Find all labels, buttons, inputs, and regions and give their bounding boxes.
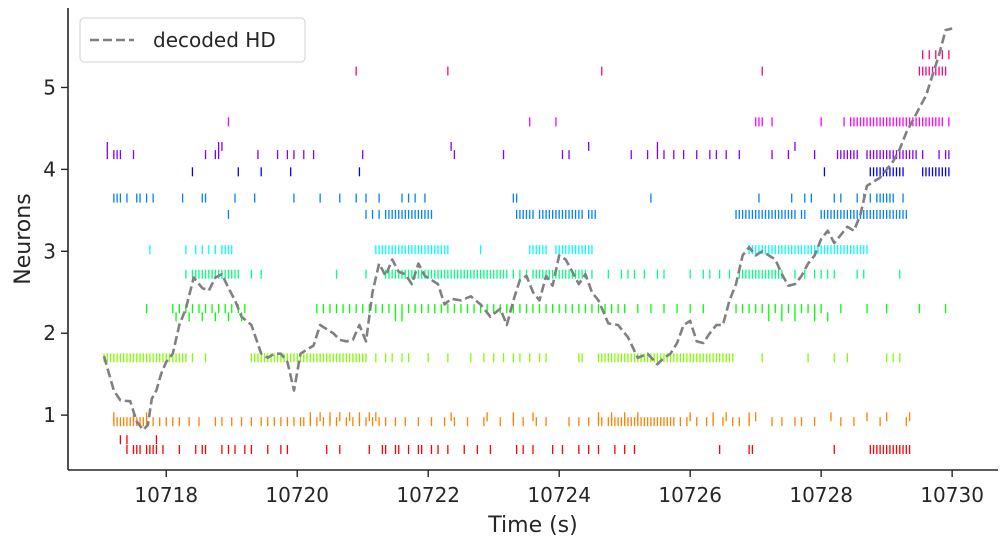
x-tick-label: 10720 (265, 483, 329, 507)
y-axis-title: Neurons (11, 193, 36, 284)
x-tick-label: 10718 (134, 483, 198, 507)
axes: 10718 10720 10722 10724 10726 10728 10730 1 2 3 4… (11, 8, 998, 538)
spike-raster (103, 50, 950, 455)
legend-box (79, 17, 306, 63)
legend: decoded HD (79, 17, 306, 63)
x-tick-label: 10726 (658, 483, 722, 507)
x-tick-label: 10722 (396, 483, 460, 507)
x-tick-label: 10728 (789, 483, 853, 507)
decoded-hd-series (102, 27, 953, 432)
x-ticks: 10718 10720 10722 10724 10726 10728 10730 (134, 470, 984, 507)
x-tick-label: 10730 (920, 483, 984, 507)
y-tick-label: 2 (43, 321, 56, 345)
y-tick-label: 4 (43, 157, 56, 181)
y-ticks: 1 2 3 4 5 (43, 75, 68, 427)
y-tick-label: 3 (43, 239, 56, 263)
decoded-hd-line (102, 27, 953, 432)
x-tick-label: 10724 (527, 483, 591, 507)
x-axis-title: Time (s) (487, 513, 577, 538)
y-tick-label: 1 (43, 403, 56, 427)
y-tick-label: 5 (43, 75, 56, 99)
legend-label-decoded-hd: decoded HD (153, 28, 276, 52)
